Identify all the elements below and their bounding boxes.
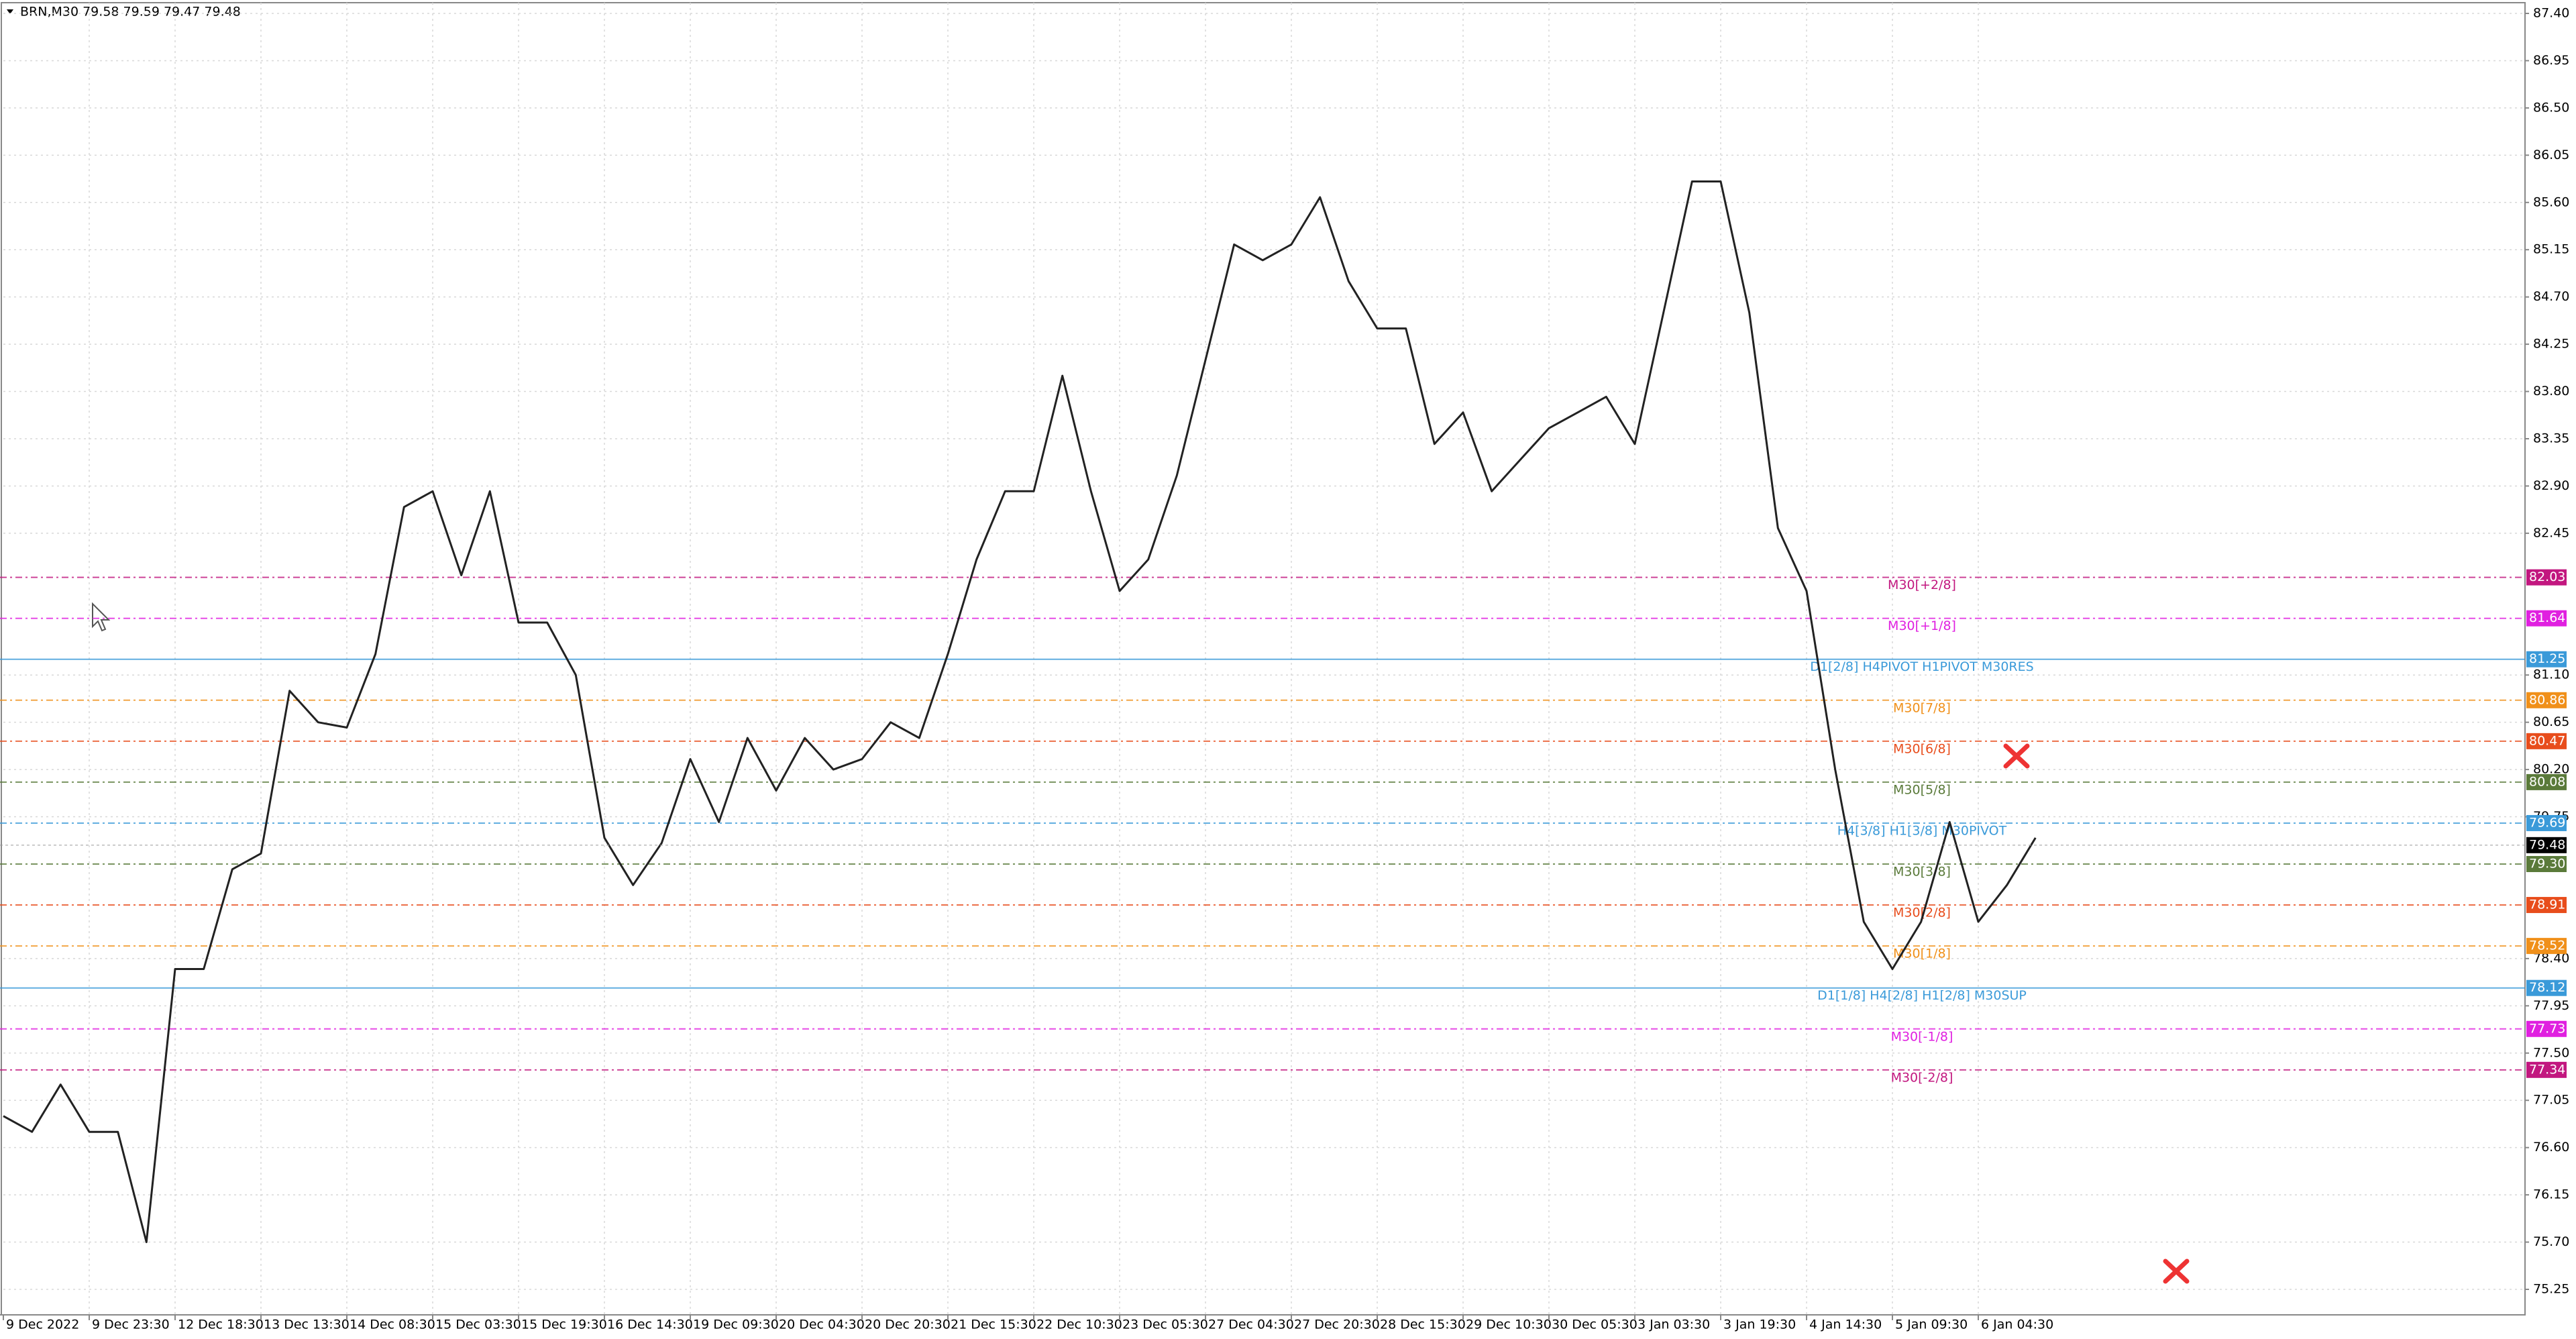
y-tick-label: 76.60 <box>2533 1140 2569 1155</box>
y-tick-label: 77.50 <box>2533 1045 2569 1060</box>
price-tag <box>2526 569 2567 586</box>
y-tick-label: 81.10 <box>2533 667 2569 682</box>
price-tag-label: 82.03 <box>2529 570 2565 584</box>
x-tick-label: 23 Dec 05:30 <box>1122 1318 1208 1332</box>
price-tag <box>2526 1020 2567 1037</box>
menu-arrow[interactable] <box>7 9 13 14</box>
price-tag <box>2526 938 2567 955</box>
last-price-label: 79.48 <box>2529 837 2565 852</box>
price-tag-label: 80.47 <box>2529 733 2565 748</box>
x-tick-label: 20 Dec 20:30 <box>865 1318 951 1332</box>
y-tick-label: 75.70 <box>2533 1234 2569 1249</box>
y-tick-label: 87.40 <box>2533 6 2569 21</box>
x-tick-label: 3 Jan 19:30 <box>1723 1318 1796 1332</box>
price-tag-label: 80.86 <box>2529 692 2565 707</box>
x-tick-label: 22 Dec 10:30 <box>1036 1318 1122 1332</box>
price-tag <box>2526 773 2567 790</box>
y-tick-label: 85.60 <box>2533 195 2569 209</box>
x-tick-label: 20 Dec 04:30 <box>779 1318 865 1332</box>
price-tag <box>2526 897 2567 914</box>
level-label: D1[2/8] H4PIVOT H1PIVOT M30RES <box>1810 659 2033 674</box>
x-tick-label: 9 Dec 23:30 <box>92 1318 170 1332</box>
y-tick-label: 80.20 <box>2533 762 2569 777</box>
y-tick-label: 84.70 <box>2533 289 2569 304</box>
price-tag-label: 80.08 <box>2529 774 2565 789</box>
level-label: D1[1/8] H4[2/8] H1[2/8] M30SUP <box>1817 988 2027 1003</box>
price-tag-label: 81.64 <box>2529 610 2565 625</box>
x-tick-label: 30 Dec 05:30 <box>1552 1318 1638 1332</box>
level-label: M30[+2/8] <box>1888 578 1956 592</box>
level-label: M30[6/8] <box>1893 741 1951 756</box>
y-tick-label: 86.95 <box>2533 53 2569 68</box>
price-tag-label: 78.52 <box>2529 939 2565 953</box>
y-tick-label: 83.35 <box>2533 431 2569 446</box>
price-tag-label: 78.91 <box>2529 898 2565 912</box>
x-tick-label: 4 Jan 14:30 <box>1809 1318 1882 1332</box>
level-label: M30[3/8] <box>1893 865 1951 879</box>
cursor <box>92 602 111 632</box>
chart-title: BRN,M30 79.58 79.59 79.47 79.48 <box>20 5 241 19</box>
x-tick-label: 27 Dec 04:30 <box>1208 1318 1294 1332</box>
y-tick-label: 82.45 <box>2533 525 2569 540</box>
y-tick-label: 77.95 <box>2533 998 2569 1013</box>
price-tag <box>2526 814 2567 831</box>
price-tag <box>2526 979 2567 996</box>
price-tag-label: 77.73 <box>2529 1021 2565 1036</box>
cross-marker[interactable] <box>2163 1258 2190 1284</box>
y-tick-label: 84.25 <box>2533 337 2569 352</box>
x-tick-label: 12 Dec 18:30 <box>178 1318 264 1332</box>
level-label: M30[1/8] <box>1893 947 1951 961</box>
x-tick-label: 9 Dec 2022 <box>6 1318 79 1332</box>
level-label: M30[-1/8] <box>1891 1029 1953 1044</box>
x-tick-label: 29 Dec 10:30 <box>1466 1318 1552 1332</box>
x-tick-label: 15 Dec 03:30 <box>435 1318 521 1332</box>
y-tick-label: 80.65 <box>2533 714 2569 729</box>
y-tick-label: 86.05 <box>2533 148 2569 162</box>
level-label: M30[5/8] <box>1893 782 1951 797</box>
price-tag <box>2526 610 2567 627</box>
level-label: H4[3/8] H1[3/8] M30PIVOT <box>1837 823 2007 838</box>
x-tick-label: 6 Jan 04:30 <box>1981 1318 2053 1332</box>
price-tag-label: 79.30 <box>2529 857 2565 871</box>
x-tick-label: 13 Dec 13:30 <box>264 1318 350 1332</box>
level-label: M30[7/8] <box>1893 700 1951 715</box>
y-tick-label: 76.15 <box>2533 1187 2569 1202</box>
y-tick-label: 75.25 <box>2533 1282 2569 1297</box>
price-tag-label: 78.12 <box>2529 980 2565 995</box>
level-label: M30[2/8] <box>1893 906 1951 920</box>
y-tick-label: 83.80 <box>2533 384 2569 398</box>
price-tag <box>2526 1061 2567 1078</box>
price-tag <box>2526 651 2567 667</box>
price-tag-label: 81.25 <box>2529 651 2565 666</box>
x-tick-label: 14 Dec 08:30 <box>350 1318 435 1332</box>
price-tag <box>2526 733 2567 749</box>
price-tag <box>2526 856 2567 872</box>
price-tag-label: 77.34 <box>2529 1062 2565 1077</box>
price-tag <box>2526 692 2567 708</box>
x-tick-label: 28 Dec 15:30 <box>1380 1318 1466 1332</box>
price-tag-label: 79.69 <box>2529 815 2565 830</box>
y-tick-label: 77.05 <box>2533 1093 2569 1108</box>
cross-marker[interactable] <box>2003 743 2030 769</box>
last-price-tag <box>2526 837 2567 853</box>
x-tick-label: 19 Dec 09:30 <box>693 1318 779 1332</box>
level-label: M30[-2/8] <box>1891 1070 1953 1085</box>
y-tick-label: 82.90 <box>2533 478 2569 493</box>
level-label: M30[+1/8] <box>1888 619 1956 633</box>
x-tick-label: 3 Jan 03:30 <box>1638 1318 1710 1332</box>
x-tick-label: 21 Dec 15:30 <box>951 1318 1036 1332</box>
y-tick-label: 78.40 <box>2533 951 2569 965</box>
x-tick-label: 15 Dec 19:30 <box>521 1318 607 1332</box>
x-tick-label: 5 Jan 09:30 <box>1895 1318 1968 1332</box>
y-tick-label: 86.50 <box>2533 100 2569 115</box>
x-tick-label: 16 Dec 14:30 <box>607 1318 693 1332</box>
price-line <box>3 180 2037 1244</box>
x-tick-label: 27 Dec 20:30 <box>1294 1318 1380 1332</box>
y-tick-label: 85.15 <box>2533 242 2569 257</box>
